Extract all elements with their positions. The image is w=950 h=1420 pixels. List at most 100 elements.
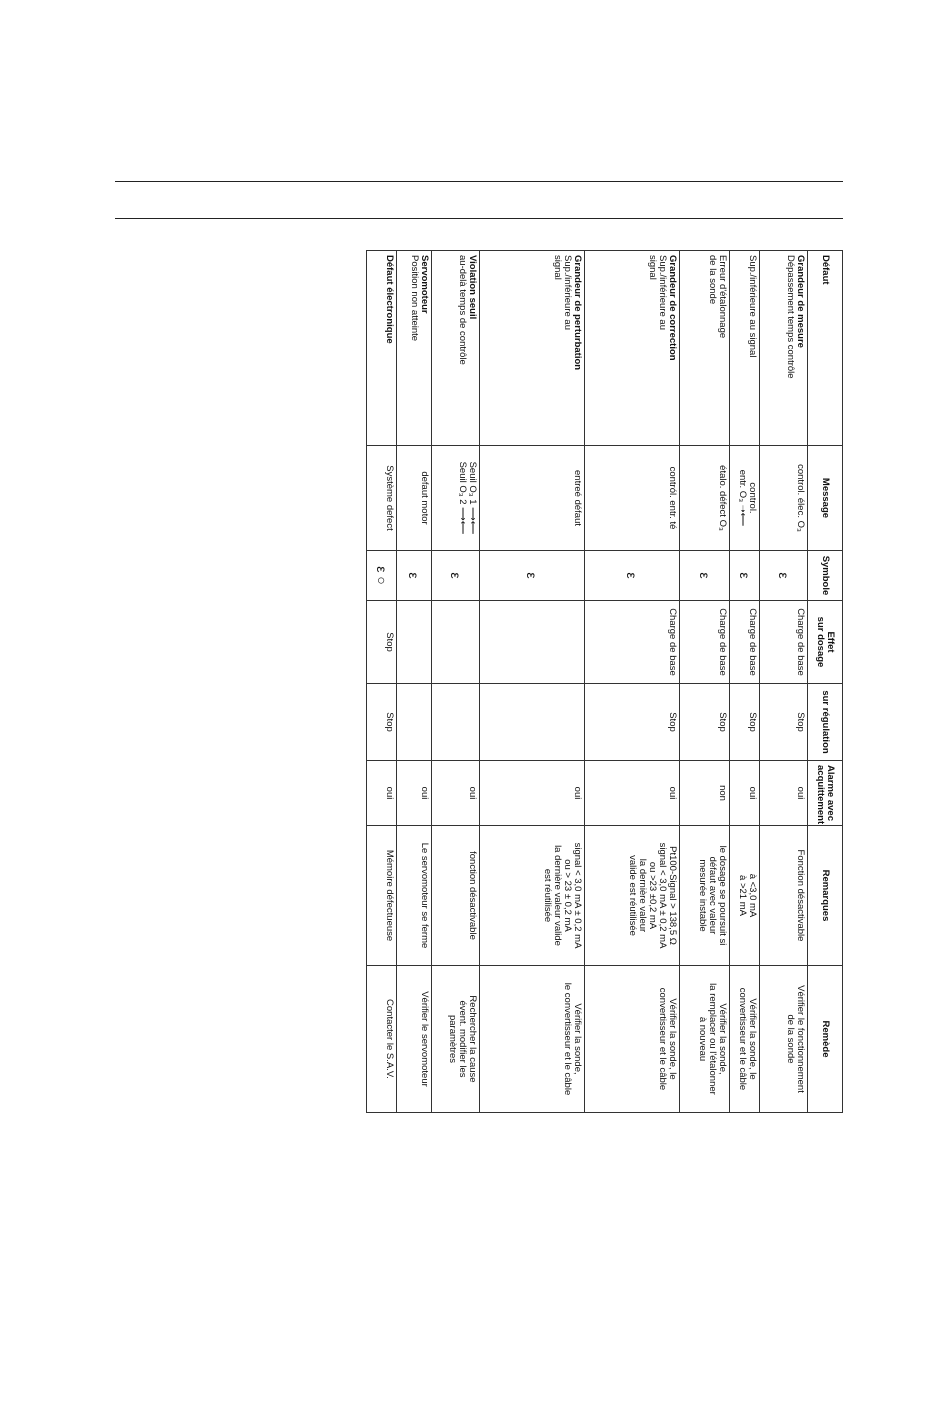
col-defaut: Défaut bbox=[807, 250, 843, 446]
cell-remede: Vérifier le fonctionnement de la sonde bbox=[759, 965, 808, 1113]
fault-description: au-delà temps de contrôle bbox=[457, 255, 469, 365]
cell-message-text: étalo. défect O₃ bbox=[717, 465, 728, 531]
cell-symbole: ε bbox=[584, 550, 680, 601]
col-remede: Remède bbox=[807, 965, 843, 1113]
cell-remarques: à <3,0 mA à >21 mA bbox=[729, 825, 760, 966]
cell-remede: Vérifier la sonde, la remplacer ou l'éta… bbox=[679, 965, 730, 1113]
fault-description: Erreur d'étalonnage de la sonde bbox=[707, 255, 728, 339]
cell-remarques: Mémoire défectueuse bbox=[366, 825, 397, 966]
cell-regulation-text: Stop bbox=[795, 712, 806, 732]
fault-category: Grandeur de mesure bbox=[795, 255, 806, 348]
cell-symbole: ε bbox=[396, 550, 432, 601]
cell-regulation: Stop bbox=[729, 683, 760, 761]
cell-message-text: contról. entr. té bbox=[667, 466, 678, 530]
fault-symbol-icon: ε ○ bbox=[373, 566, 390, 585]
cell-dosage-text: Charge de base bbox=[717, 608, 728, 676]
table-row: Violation seuil au-delà temps de contrôle… bbox=[431, 250, 480, 1113]
cell-dosage: Charge de base bbox=[729, 600, 760, 684]
cell-remarques: signal < 3,0 mA ± 0,2 mA ou > 23 ± 0,2 m… bbox=[479, 825, 585, 966]
cell-message: defaut motor bbox=[396, 445, 432, 551]
cell-symbole: ε bbox=[729, 550, 760, 601]
fault-table: Défaut Message Symbole Effet sur dosage … bbox=[366, 250, 843, 1113]
col-effet-dosage: Effet sur dosage bbox=[807, 600, 843, 684]
fault-symbol-icon: ε bbox=[696, 572, 713, 579]
header-row: Défaut Message Symbole Effet sur dosage … bbox=[807, 250, 843, 1113]
fault-table-rotated: Défaut Message Symbole Effet sur dosage … bbox=[366, 250, 843, 1113]
fault-category: Violation seuil bbox=[467, 255, 478, 320]
cell-dosage bbox=[396, 600, 432, 684]
cell-remede-text: Vérifier la sonde, le convertisseur et l… bbox=[737, 987, 758, 1091]
cell-defaut: Grandeur de mesure Dépassement temps cont… bbox=[759, 250, 808, 446]
cell-alarme-text: non bbox=[717, 785, 728, 801]
fault-description: Dépassement temps contrôle bbox=[785, 255, 797, 379]
cell-dosage-text: Charge de base bbox=[795, 608, 806, 676]
cell-defaut: Défaut électronique bbox=[366, 250, 397, 446]
cell-dosage-text: Stop bbox=[384, 632, 395, 652]
cell-defaut: Violation seuil au-delà temps de contrôle bbox=[431, 250, 480, 446]
fault-description: Sup./inférieure au signal bbox=[552, 255, 574, 330]
cell-alarme-text: oui bbox=[572, 786, 583, 800]
cell-message: Système defect bbox=[366, 445, 397, 551]
cell-dosage bbox=[431, 600, 480, 684]
cell-dosage-text: Charge de base bbox=[747, 608, 758, 676]
cell-remede: Vérifier la sonde, le convertisseur et l… bbox=[479, 965, 585, 1113]
cell-remede-text: Vérifier le servomoteur bbox=[419, 991, 430, 1087]
col-effet-regulation: sur régulation bbox=[807, 683, 843, 761]
cell-remede: Vérifier le servomoteur bbox=[396, 965, 432, 1113]
cell-symbole: ε bbox=[479, 550, 585, 601]
col-symbole: Symbole bbox=[807, 550, 843, 601]
cell-remede-text: Vérifier le fonctionnement de la sonde bbox=[785, 985, 806, 1093]
cell-remarques-text: le dosage se poursuit si défaut avec val… bbox=[697, 845, 728, 946]
fault-category: Grandeur de correction bbox=[667, 255, 678, 361]
cell-regulation bbox=[431, 683, 480, 761]
fault-description: Sup./inférieure au signal bbox=[647, 255, 669, 330]
cell-remarques: Pt100-Signal > 138,5 Ω signal < 3,0 mA ±… bbox=[584, 825, 680, 966]
cell-remarques-text: Fonction désactivable bbox=[795, 849, 806, 942]
cell-alarme-text: oui bbox=[467, 786, 478, 800]
cell-alarme: oui bbox=[366, 760, 397, 826]
cell-remede-text: Vérifier la sonde, la remplacer ou l'éta… bbox=[697, 983, 728, 1095]
cell-message-text: control. entr. O₃ ➝⟵ bbox=[737, 469, 758, 527]
cell-remarques-text: Le servomoteur se ferme bbox=[419, 842, 430, 949]
col-alarme: Alarme avec acquittement bbox=[807, 760, 843, 826]
cell-message: Seuil O₃ 1 ⟶⟵ Seuil O₃ 2 ⟶⟵ bbox=[431, 445, 480, 551]
cell-remarques: le dosage se poursuit si défaut avec val… bbox=[679, 825, 730, 966]
cell-alarme: non bbox=[679, 760, 730, 826]
cell-message-text: Système defect bbox=[384, 465, 395, 531]
cell-alarme-text: oui bbox=[747, 786, 758, 800]
table-row: Grandeur de perturbation Sup./inférieure … bbox=[479, 250, 585, 1113]
cell-alarme: oui bbox=[479, 760, 585, 826]
cell-remarques: Le servomoteur se ferme bbox=[396, 825, 432, 966]
table-row: Servomoteur Position non atteinte defaut m… bbox=[396, 250, 432, 1113]
cell-remede: Vérifier la sonde, le convertisseur et l… bbox=[584, 965, 680, 1113]
cell-remarques-text: à <3,0 mA à >21 mA bbox=[737, 873, 758, 918]
cell-regulation bbox=[479, 683, 585, 761]
cell-dosage bbox=[479, 600, 585, 684]
cell-regulation: Stop bbox=[679, 683, 730, 761]
cell-remede: Contacter le S.A.V. bbox=[366, 965, 397, 1113]
cell-remarques: fonction désactivable bbox=[431, 825, 480, 966]
fault-symbol-icon: ε bbox=[447, 572, 464, 579]
cell-alarme-text: oui bbox=[384, 786, 395, 800]
col-remarques: Remarques bbox=[807, 825, 843, 966]
cell-defaut: Servomoteur Position non atteinte bbox=[396, 250, 432, 446]
table-row: Grandeur de correction Sup./inférieure au… bbox=[584, 250, 680, 1113]
cell-defaut: Grandeur de perturbation Sup./inférieure … bbox=[479, 250, 585, 446]
table-row: Défaut électronique Système defect ε ○ Stop… bbox=[366, 250, 397, 1113]
cell-alarme: oui bbox=[431, 760, 480, 826]
cell-regulation bbox=[396, 683, 432, 761]
cell-symbole: ε bbox=[679, 550, 730, 601]
fault-category: Servomoteur bbox=[419, 255, 430, 314]
header-rule-bottom bbox=[115, 218, 843, 219]
cell-remede: Rechercher la cause évent. modifier les … bbox=[431, 965, 480, 1113]
cell-remede-text: Vérifier la sonde, le convertisseur et l… bbox=[562, 982, 583, 1096]
cell-alarme: oui bbox=[759, 760, 808, 826]
cell-message: entreé défaut bbox=[479, 445, 585, 551]
fault-description: Sup./inférieure au signal bbox=[747, 255, 758, 358]
cell-dosage: Charge de base bbox=[759, 600, 808, 684]
fault-symbol-icon: ε bbox=[524, 572, 541, 579]
cell-remede-text: Contacter le S.A.V. bbox=[384, 999, 395, 1079]
cell-message: étalo. défect O₃ bbox=[679, 445, 730, 551]
cell-message: contról. entr. té bbox=[584, 445, 680, 551]
